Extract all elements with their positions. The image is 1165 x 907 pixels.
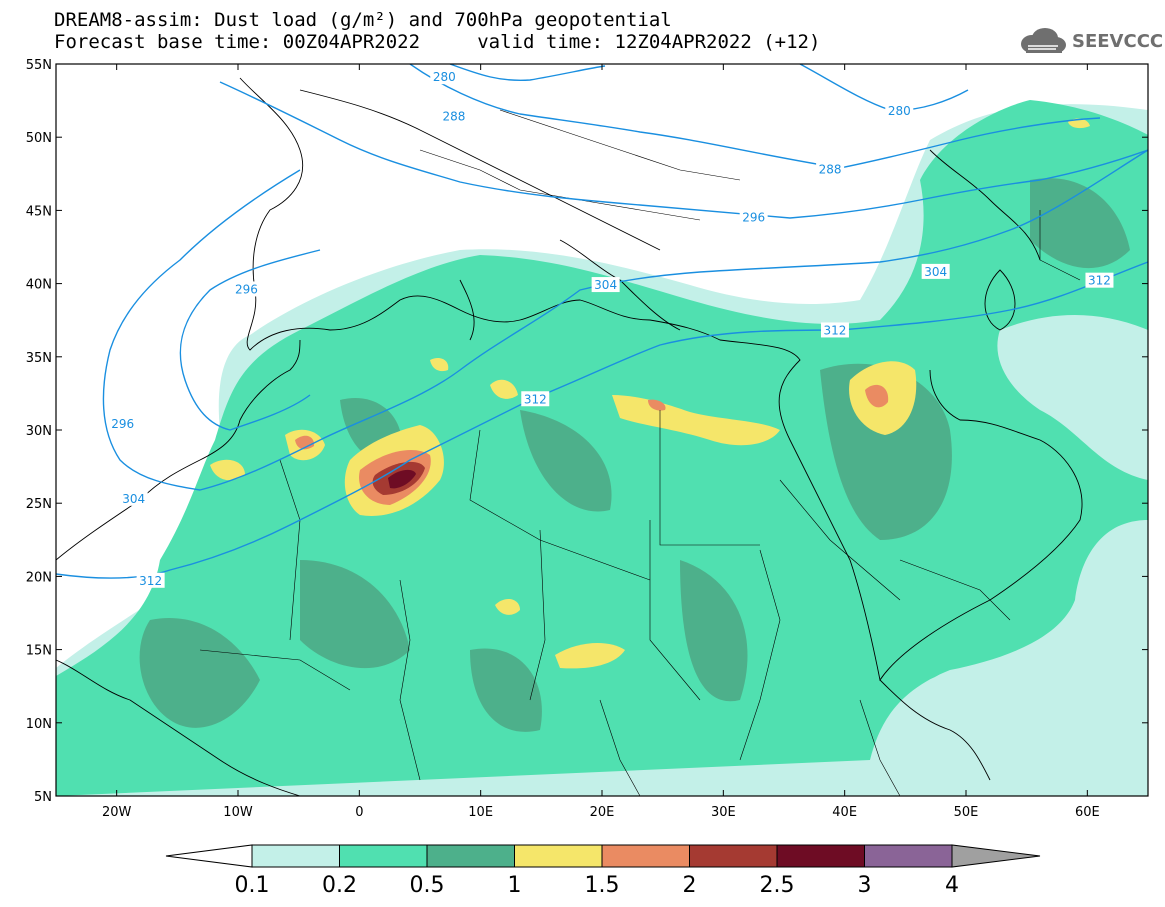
chart-subtitle: Forecast base time: 00Z04APR2022 valid t… <box>54 31 821 53</box>
contour-label-bg <box>439 108 468 124</box>
lon-tick-label: 0 <box>355 805 363 820</box>
lat-tick-label: 25N <box>26 497 52 512</box>
contour-label: 296 <box>235 282 258 296</box>
colorbar-swatch <box>426 844 515 868</box>
lat-tick-label: 15N <box>26 644 52 659</box>
lon-tick-label: 40E <box>832 805 857 820</box>
lat-tick-label: 45N <box>26 204 52 219</box>
borders <box>199 109 1081 796</box>
lat-tick-label: 55N <box>26 58 52 73</box>
lat-tick-label: 30N <box>26 424 52 439</box>
contour-label-bg <box>119 490 148 506</box>
colorbar-swatch <box>514 844 603 868</box>
contour-312 <box>56 261 1148 579</box>
contour-label: 312 <box>524 392 547 406</box>
seevccc-logo: SEEVCCC <box>1018 26 1163 56</box>
colorbar-swatch <box>864 844 953 868</box>
colorbar-tick-label: 1.5 <box>585 873 620 898</box>
lat-tick-label: 10N <box>26 717 52 732</box>
lon-tick-label: 10W <box>223 805 253 820</box>
contour-280-north <box>449 64 606 82</box>
contour-label: 296 <box>742 211 765 225</box>
chart-title: DREAM8-assim: Dust load (g/m²) and 700hP… <box>54 9 672 31</box>
colorbar-tick-label: 3 <box>858 873 872 898</box>
contour-label-bg <box>1085 272 1114 288</box>
contour-label: 312 <box>1088 274 1111 288</box>
colorbar-tick-label: 2 <box>683 873 697 898</box>
colorbar-swatch <box>689 844 778 868</box>
colorbar: 0.1 0.2 0.5 1 1.5 2 2.5 3 4 <box>165 844 1041 898</box>
coastlines <box>56 77 1083 796</box>
contour-label: 288 <box>443 110 466 124</box>
contour-label: 280 <box>433 70 456 84</box>
colorbar-tick-label: 1 <box>508 873 522 898</box>
contour-label-bg <box>885 102 914 118</box>
contour-label-bg <box>521 391 550 407</box>
colorbar-tick-label: 0.5 <box>410 873 445 898</box>
lon-tick-label: 20E <box>590 805 615 820</box>
contour-label: 312 <box>824 323 847 337</box>
lon-tick-label: 20W <box>102 805 132 820</box>
lon-tick-label: 10E <box>468 805 493 820</box>
colorbar-swatch <box>251 844 340 868</box>
dust-level-2.5 <box>388 469 416 489</box>
logo-text: SEEVCCC <box>1072 30 1164 52</box>
contour-label: 296 <box>111 417 134 431</box>
contour-label-bg <box>591 277 620 293</box>
dust-level-0.5 <box>139 178 1130 732</box>
contour-label: 304 <box>924 265 947 279</box>
contour-304 <box>102 149 1148 491</box>
contour-label-bg <box>921 263 950 279</box>
contour-label-bg <box>232 281 261 297</box>
lat-tick-label: 5N <box>34 790 52 805</box>
contour-label: 304 <box>594 278 617 292</box>
contour-296 <box>219 81 1148 219</box>
longitude-axis: 20W 10W 0 10E 20E 30E 40E 50E 60E <box>102 64 1100 820</box>
contour-label-bg <box>136 572 165 588</box>
geopotential-contours <box>56 64 1148 579</box>
colorbar-tick-label: 0.1 <box>235 873 270 898</box>
lat-tick-label: 40N <box>26 278 52 293</box>
colorbar-swatch <box>776 844 865 868</box>
contour-label-bg <box>108 416 137 432</box>
lat-tick-label: 50N <box>26 131 52 146</box>
lat-tick-label: 35N <box>26 351 52 366</box>
contour-label-bg <box>739 209 768 225</box>
colorbar-swatch <box>339 844 428 868</box>
colorbar-tick-label: 4 <box>945 873 959 898</box>
lon-tick-label: 60E <box>1075 805 1100 820</box>
latitude-axis: 55N 50N 45N 40N 35N 30N 25N 20N 15N 10N 5N <box>26 58 1148 805</box>
lon-tick-label: 50E <box>954 805 979 820</box>
lat-tick-label: 20N <box>26 570 52 585</box>
colorbar-extension-high <box>951 844 1041 868</box>
dust-field <box>56 77 1148 796</box>
contour-label-bg <box>816 161 845 177</box>
contour-296-loop <box>179 249 321 431</box>
contour-labels: 280 288 280 288 296 304 312 296 304 312 312 296 304 3… <box>108 69 1114 588</box>
contour-label: 304 <box>122 492 145 506</box>
contour-label-bg <box>820 322 849 338</box>
colorbar-extension-low <box>165 844 253 868</box>
contour-label: 280 <box>888 104 911 118</box>
colorbar-swatch <box>601 844 690 868</box>
lon-tick-label: 30E <box>711 805 736 820</box>
cloud-icon <box>1021 28 1066 53</box>
contour-label-bg <box>430 69 459 85</box>
contour-label: 312 <box>139 574 162 588</box>
colorbar-tick-label: 2.5 <box>760 873 795 898</box>
colorbar-tick-label: 0.2 <box>322 873 357 898</box>
contour-label: 288 <box>819 162 842 176</box>
contour-288-north <box>409 64 1101 169</box>
